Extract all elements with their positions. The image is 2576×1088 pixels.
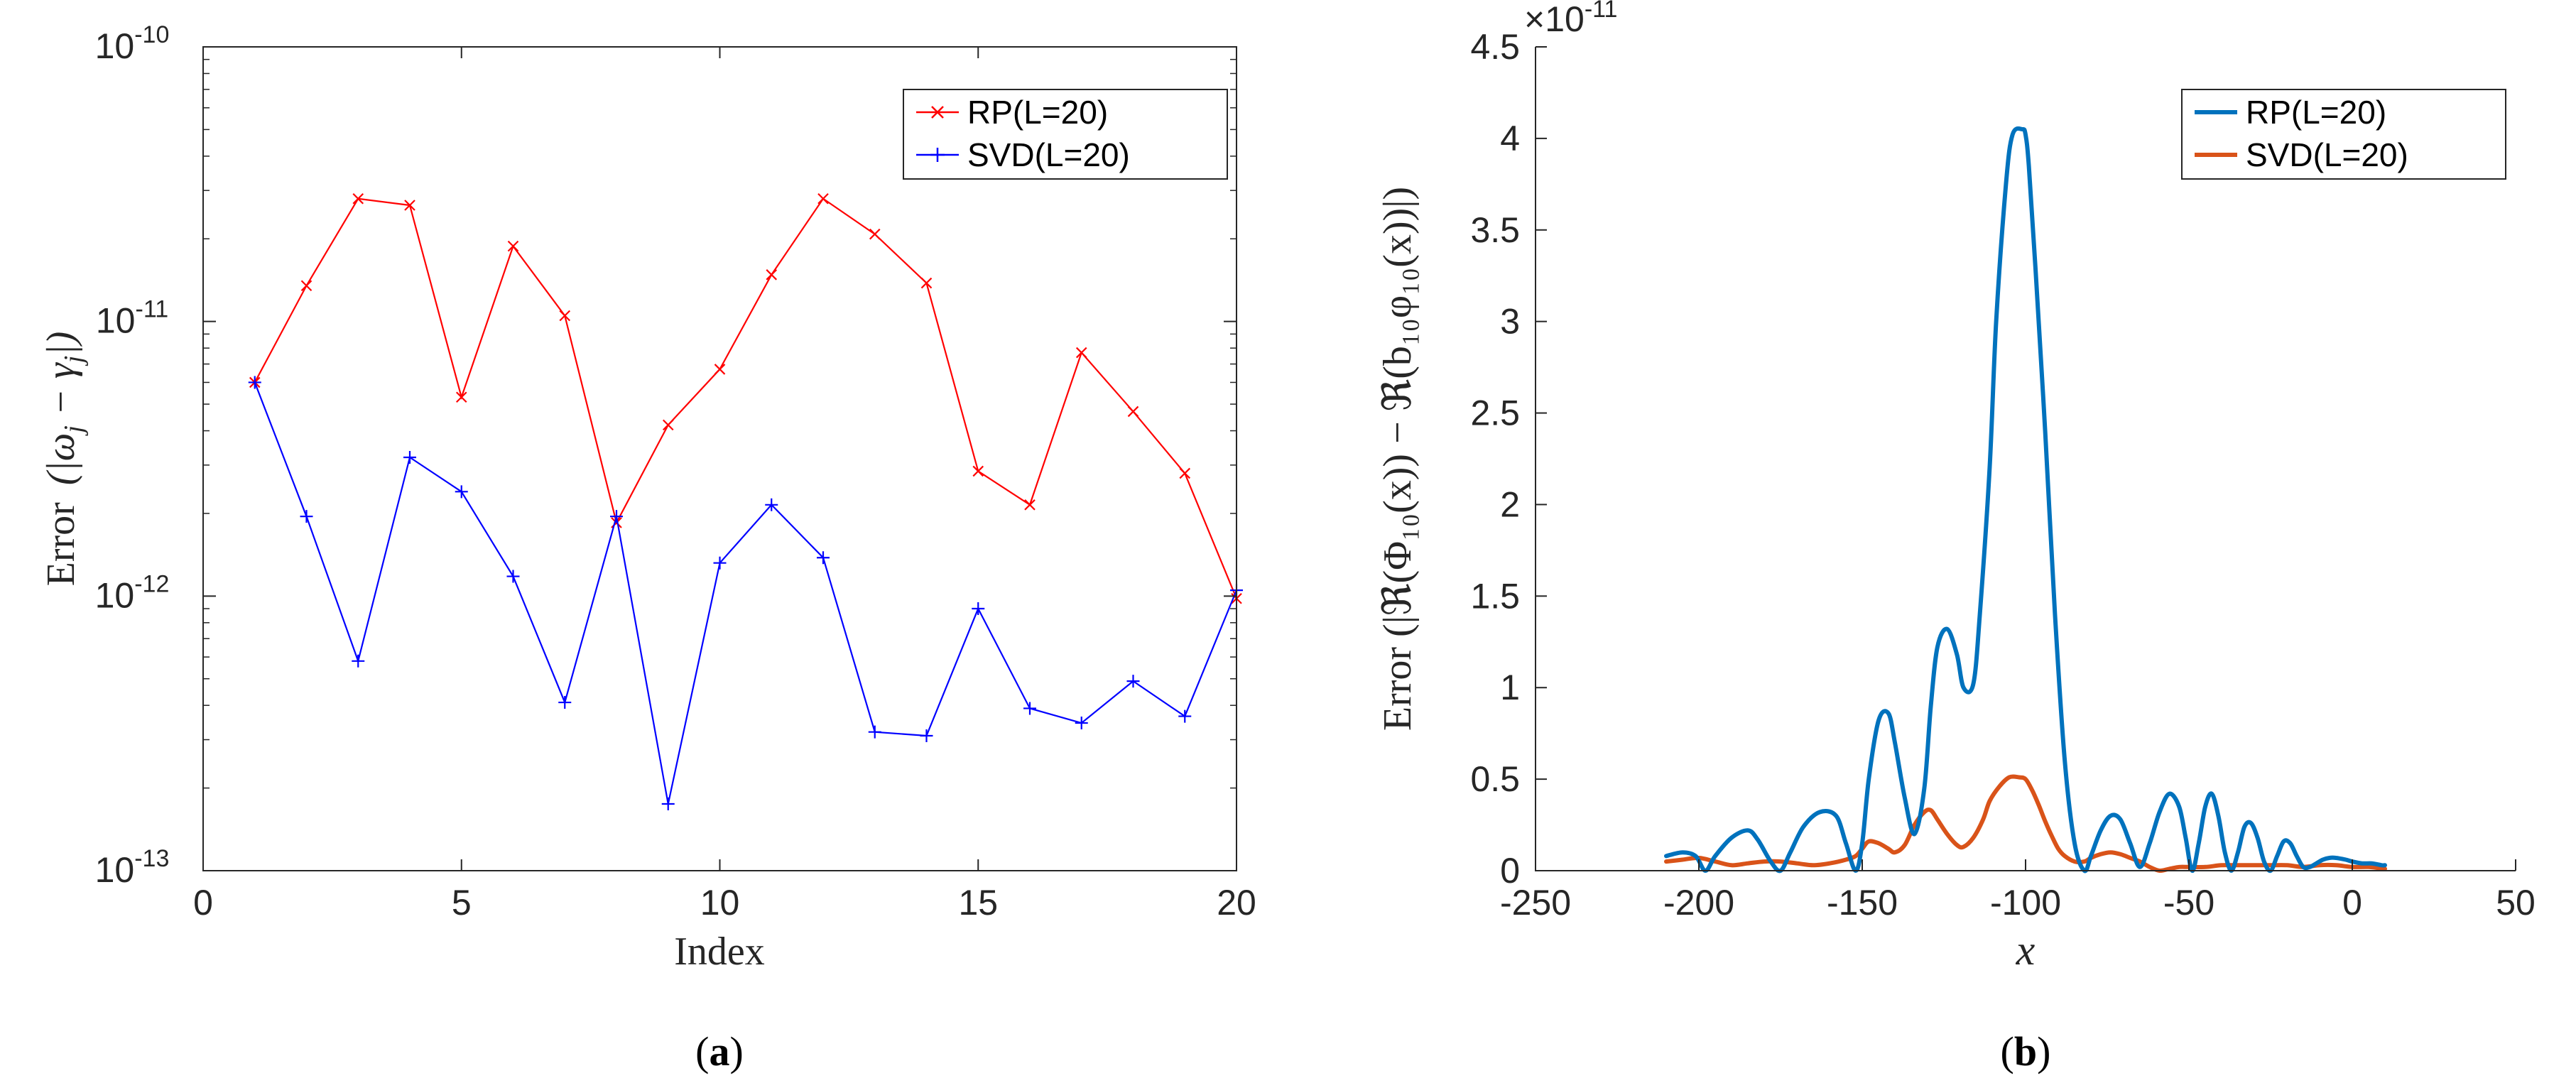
panel-a-rp-point [1179,467,1191,479]
panel-a-svd-point [1126,675,1140,688]
panel-a-rp-point [1024,499,1036,511]
panel-b-y-axis-title: Error (|ℜ(Φ₁₀(x)) − ℜ(b₁₀φ₁₀(x))|) [1376,187,1420,731]
panel-a-legend-label-rp: RP(L=20) [967,94,1108,131]
panel-b-legend-entry-svd: SVD(L=20) [2195,136,2408,173]
panel-a-svd-point [506,570,520,583]
panel-a-rp-point [766,269,778,281]
panel-a-y-ticks: 10-13 10-12 10-11 10-10 [95,21,1237,890]
panel-b-y-tick-label: 0.5 [1470,759,1520,799]
panel-b-y-tick-label: 4 [1500,119,1520,158]
panel-b-x-tick-label: -200 [1663,883,1734,923]
panel-b-x-ticks: -250 -200 -150 -100 -50 0 50 [1500,859,2536,923]
panel-a-rp-point [300,280,313,292]
panel-a-legend-entry-rp: RP(L=20) [916,94,1108,131]
panel-a-rp-point [1075,347,1087,359]
panel-a-svd-point [1075,717,1088,730]
panel-b-legend: RP(L=20) SVD(L=20) [2181,89,2506,180]
panel-b-series-svd-line [1664,774,2387,874]
panel-a-series-svd-line [254,382,1238,805]
panel-a-svd-point [300,510,313,523]
panel-b-x-tick-label: -100 [1990,883,2061,923]
panel-a-svd-point [352,654,365,668]
panel-a-y-tick-label: 10-11 [96,296,168,341]
panel-a-x-axis-title: Index [674,930,765,974]
panel-a-y-tick-label: 10-12 [95,570,170,615]
panel-b-x-tick-label: 50 [2496,883,2536,923]
panel-a-svd-point [455,485,468,499]
panel-a-x-ticks: 0 5 10 15 20 [193,47,1256,923]
panel-a-y-axis-title: Error(|ωj − γj|) [39,332,89,587]
panel-a-y-tick-label: 10-10 [95,21,170,66]
panel-a-rp-point [507,240,519,252]
panel-a-svd-point [661,798,675,811]
panel-b-y-tick-label: 2.5 [1470,393,1520,433]
panel-b-y-tick-label: 3.5 [1470,210,1520,250]
panel-a-svd-point [868,725,881,739]
panel-b-legend-entry-rp: RP(L=20) [2195,94,2386,131]
panel-b-legend-label-rp: RP(L=20) [2246,94,2386,131]
panel-a-chart: 0 5 10 15 20 10-13 10-12 10-11 10-10 Index Erro… [39,21,1256,1075]
panel-a-svd-point [610,510,623,523]
panel-a-rp-point [455,391,467,403]
panel-a-x-tick-label: 15 [958,883,998,923]
panel-a-legend: RP(L=20) SVD(L=20) [903,89,1228,180]
panel-b-x-tick-label: -250 [1500,883,1571,923]
panel-a-svd-point [248,376,261,389]
panel-a-svd-point [920,729,933,743]
panel-a-svd-point [1023,702,1036,715]
panel-b-x-tick-label: -150 [1827,883,1898,923]
panel-b-chart: -250 -200 -150 -100 -50 0 50 0 0.5 1 1.5 2 2.5 3 3.5 4… [1376,0,2536,1075]
panel-a-svd-point [558,696,572,709]
panel-a-legend-label-svd: SVD(L=20) [967,136,1130,173]
panel-a-svd-point [817,551,830,565]
panel-a-rp-point [662,419,674,431]
panel-a-x-tick-label: 20 [1217,883,1256,923]
panel-b-y-ticks: 0 0.5 1 1.5 2 2.5 3 3.5 4 4.5 [1470,27,1547,891]
panel-b-y-tick-label: 1 [1500,668,1520,707]
panel-b-legend-box [2181,89,2506,180]
panel-a-rp-point [714,364,726,375]
panel-a-x-tick-label: 5 [452,883,472,923]
panel-a-svd-point [1178,709,1192,723]
panel-a-rp-point [972,465,984,477]
panel-a-series-rp-line [254,197,1238,599]
panel-b-y-tick-label: 4.5 [1470,27,1520,67]
panel-a-rp-point [869,228,881,240]
panel-b-legend-label-svd: SVD(L=20) [2246,136,2408,173]
panel-b-y-tick-label: 3 [1500,302,1520,342]
panel-a-rp-point [559,310,571,322]
panel-b-y-tick-label: 2 [1500,484,1520,524]
panel-a-legend-box [903,89,1228,180]
panel-a-rp-point [817,192,829,205]
panel-a-rp-point [404,200,415,211]
panel-a-caption-label: (a) [695,1028,744,1075]
panel-a-rp-point [352,192,364,205]
panel-a-minor-ticks [203,58,1237,789]
panel-a-series-group [248,192,1243,811]
panel-b-x-tick-label: 0 [2342,883,2362,923]
panel-a-plot-area [203,47,1237,871]
panel-b-plot-area [1536,47,2516,871]
panel-b-x-axis-title: x [2016,927,2036,974]
panel-a-x-tick-label: 10 [700,883,740,923]
panel-b-y-tick-label: 0 [1500,851,1520,891]
panel-a-y-tick-label: 10-13 [95,845,170,890]
panel-a-rp-point [1127,406,1139,418]
panel-a-x-tick-label: 0 [193,883,213,923]
panel-a-svd-point [765,498,778,511]
panel-b-x-tick-label: -50 [2163,883,2214,923]
panel-a-legend-entry-svd: SVD(L=20) [916,136,1130,173]
panel-b-caption-label: (b) [2001,1028,2051,1075]
panel-a-svd-point [972,602,985,616]
panel-a-rp-point [920,277,933,289]
panel-b-multiplier: ×10-11 [1524,0,1617,39]
panel-a-svd-point [713,556,727,570]
panel-a-svd-point [403,451,416,464]
panel-b-y-tick-label: 1.5 [1470,576,1520,616]
